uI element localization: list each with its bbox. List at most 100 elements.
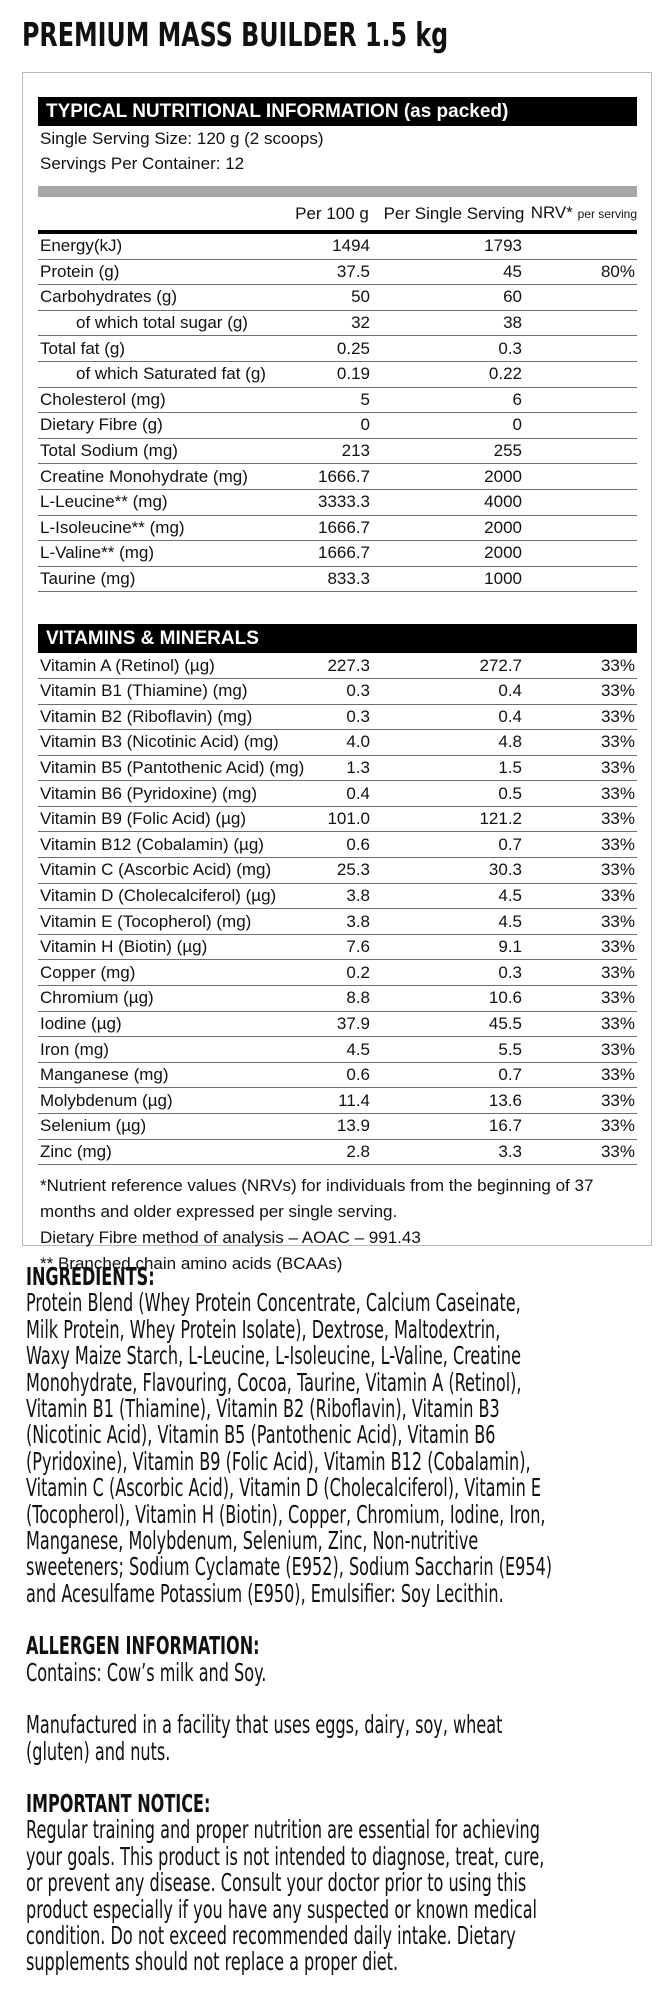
value-per-100g: 1666.7 <box>286 540 378 567</box>
nutrient-name: Vitamin E (Tocopherol) (mg) <box>38 908 286 935</box>
product-title: PREMIUM MASS BUILDER 1.5 kg <box>22 15 449 54</box>
value-nrv <box>530 566 637 593</box>
value-per-serving: 0 <box>378 412 530 439</box>
value-per-100g: 4.5 <box>286 1036 378 1063</box>
nutrient-name: Protein (g) <box>38 259 286 286</box>
nutrient-name: Copper (mg) <box>38 959 286 987</box>
footnotes: *Nutrient reference values (NRVs) for in… <box>38 1165 637 1277</box>
value-per-100g: 25.3 <box>286 857 378 884</box>
value-nrv: 33% <box>530 755 637 782</box>
value-nrv: 33% <box>530 857 637 884</box>
value-per-100g: 32 <box>286 310 378 337</box>
value-nrv: 33% <box>530 729 637 756</box>
value-per-100g: 1494 <box>286 234 378 260</box>
value-nrv <box>530 412 637 439</box>
table-row: Vitamin B12 (Cobalamin) (µg) 0.6 0.7 33% <box>38 831 637 859</box>
nutrition-panel-inner: TYPICAL NUTRITIONAL INFORMATION (as pack… <box>38 97 637 1277</box>
grey-divider <box>38 186 637 197</box>
facility-line: Manufactured in a facility that uses egg… <box>26 1710 503 1740</box>
nutrient-name: Iron (mg) <box>38 1036 286 1063</box>
nutrient-name: Total fat (g) <box>38 335 286 362</box>
nutrition-panel: TYPICAL NUTRITIONAL INFORMATION (as pack… <box>22 72 652 1273</box>
value-per-serving: 0.7 <box>378 831 530 859</box>
value-nrv: 33% <box>530 908 637 935</box>
value-nrv: 80% <box>530 259 637 286</box>
nutrient-name: Molybdenum (µg) <box>38 1087 286 1114</box>
allergen-block: ALLERGEN INFORMATION: Contains: Cow’s mi… <box>26 1632 656 1766</box>
value-per-100g: 227.3 <box>286 653 378 679</box>
value-per-100g: 37.5 <box>286 259 378 286</box>
column-header-nrv: NRV* per serving <box>530 197 637 230</box>
value-per-100g: 0.4 <box>286 780 378 807</box>
nutrient-name: of which total sugar (g) <box>38 310 286 337</box>
table-row: Energy(kJ) 1494 1793 <box>38 234 637 260</box>
ingredients-line: Vitamin C (Ascorbic Acid), Vitamin D (Ch… <box>26 1473 542 1503</box>
value-nrv: 33% <box>530 1139 637 1166</box>
table-row: Creatine Monohydrate (mg) 1666.7 2000 <box>38 463 637 490</box>
table-row: Dietary Fibre (g) 0 0 <box>38 412 637 439</box>
value-per-100g: 0.3 <box>286 678 378 705</box>
nrv-note: per serving <box>577 207 637 221</box>
ingredients-line: and Acesulfame Potassium (E950), Emulsif… <box>26 1578 504 1608</box>
value-nrv <box>530 489 637 516</box>
value-nrv <box>530 438 637 465</box>
notice-heading: IMPORTANT NOTICE: <box>26 1788 211 1818</box>
value-per-100g: 833.3 <box>286 566 378 593</box>
value-nrv: 33% <box>530 985 637 1012</box>
value-nrv <box>530 387 637 414</box>
nutrient-name: L-Valine** (mg) <box>38 540 286 567</box>
value-per-serving: 6 <box>378 387 530 414</box>
column-header-row: Per 100 g Per Single Serving NRV* per se… <box>38 197 637 230</box>
nutrition-header: TYPICAL NUTRITIONAL INFORMATION (as pack… <box>38 97 637 126</box>
value-per-100g: 1666.7 <box>286 463 378 490</box>
table-rule <box>38 230 637 234</box>
table-row: Vitamin D (Cholecalciferol) (µg) 3.8 4.5 33… <box>38 883 637 910</box>
nutrient-name: Vitamin A (Retinol) (µg) <box>38 653 286 679</box>
value-nrv <box>530 361 637 388</box>
value-per-serving: 5.5 <box>378 1036 530 1063</box>
value-per-100g: 13.9 <box>286 1113 378 1140</box>
value-per-100g: 3333.3 <box>286 489 378 516</box>
ingredients-line: Monohydrate, Flavouring, Cocoa, Taurine,… <box>26 1367 522 1397</box>
value-per-serving: 4.5 <box>378 883 530 910</box>
value-nrv: 33% <box>530 1113 637 1140</box>
nrv-label: NRV* <box>530 203 573 222</box>
value-per-serving: 0.22 <box>378 361 530 388</box>
facility-line: (gluten) and nuts. <box>26 1736 171 1766</box>
nutrient-name: Vitamin C (Ascorbic Acid) (mg) <box>38 857 286 884</box>
ingredients-line: sweeteners; Sodium Cyclamate (E952), Sod… <box>26 1552 553 1582</box>
value-per-serving: 60 <box>378 284 530 311</box>
value-per-serving: 16.7 <box>378 1113 530 1140</box>
ingredients-line: Vitamin B1 (Thiamine), Vitamin B2 (Ribof… <box>26 1394 500 1424</box>
allergen-contains: Contains: Cow’s milk and Soy. <box>26 1657 267 1687</box>
nutrient-name: of which Saturated fat (g) <box>38 361 286 388</box>
value-per-100g: 11.4 <box>286 1087 378 1114</box>
value-nrv: 33% <box>530 678 637 705</box>
value-per-100g: 2.8 <box>286 1139 378 1166</box>
value-nrv: 33% <box>530 934 637 961</box>
table-row: Vitamin B5 (Pantothenic Acid) (mg) 1.3 1.5… <box>38 755 637 782</box>
nutrient-name: Creatine Monohydrate (mg) <box>38 463 286 490</box>
value-nrv: 33% <box>530 1087 637 1114</box>
value-per-serving: 9.1 <box>378 934 530 961</box>
value-per-serving: 121.2 <box>378 806 530 833</box>
value-per-serving: 2000 <box>378 463 530 490</box>
ingredients-line: (Pyridoxine), Vitamin B9 (Folic Acid), V… <box>26 1446 531 1476</box>
ingredients-line: Waxy Maize Starch, L-Leucine, L-Isoleuci… <box>26 1341 521 1371</box>
ingredients-line: Manganese, Molybdenum, Selenium, Zinc, N… <box>26 1526 479 1556</box>
vitamins-header: VITAMINS & MINERALS <box>38 624 637 654</box>
ingredients-line: (Tocopherol), Vitamin H (Biotin), Copper… <box>26 1499 546 1529</box>
value-nrv: 33% <box>530 780 637 807</box>
ingredients-line: Protein Blend (Whey Protein Concentrate,… <box>26 1288 521 1318</box>
footnote-bcaa: ** Branched chain amino acids (BCAAs) <box>40 1254 343 1274</box>
nutrient-name: Zinc (mg) <box>38 1139 286 1166</box>
ingredients-block: INGREDIENTS: Protein Blend (Whey Protein… <box>26 1263 656 1608</box>
value-per-100g: 8.8 <box>286 985 378 1012</box>
nutrient-name: L-Leucine** (mg) <box>38 489 286 516</box>
value-per-serving: 0.4 <box>378 704 530 731</box>
table-row: Iodine (µg) 37.9 45.5 33% <box>38 1011 637 1038</box>
table-row: Vitamin C (Ascorbic Acid) (mg) 25.3 30.3 33… <box>38 857 637 884</box>
nutrient-name: Vitamin B3 (Nicotinic Acid) (mg) <box>38 729 286 756</box>
table-row: Vitamin H (Biotin) (µg) 7.6 9.1 33% <box>38 934 637 961</box>
table-row: Iron (mg) 4.5 5.5 33% <box>38 1036 637 1063</box>
